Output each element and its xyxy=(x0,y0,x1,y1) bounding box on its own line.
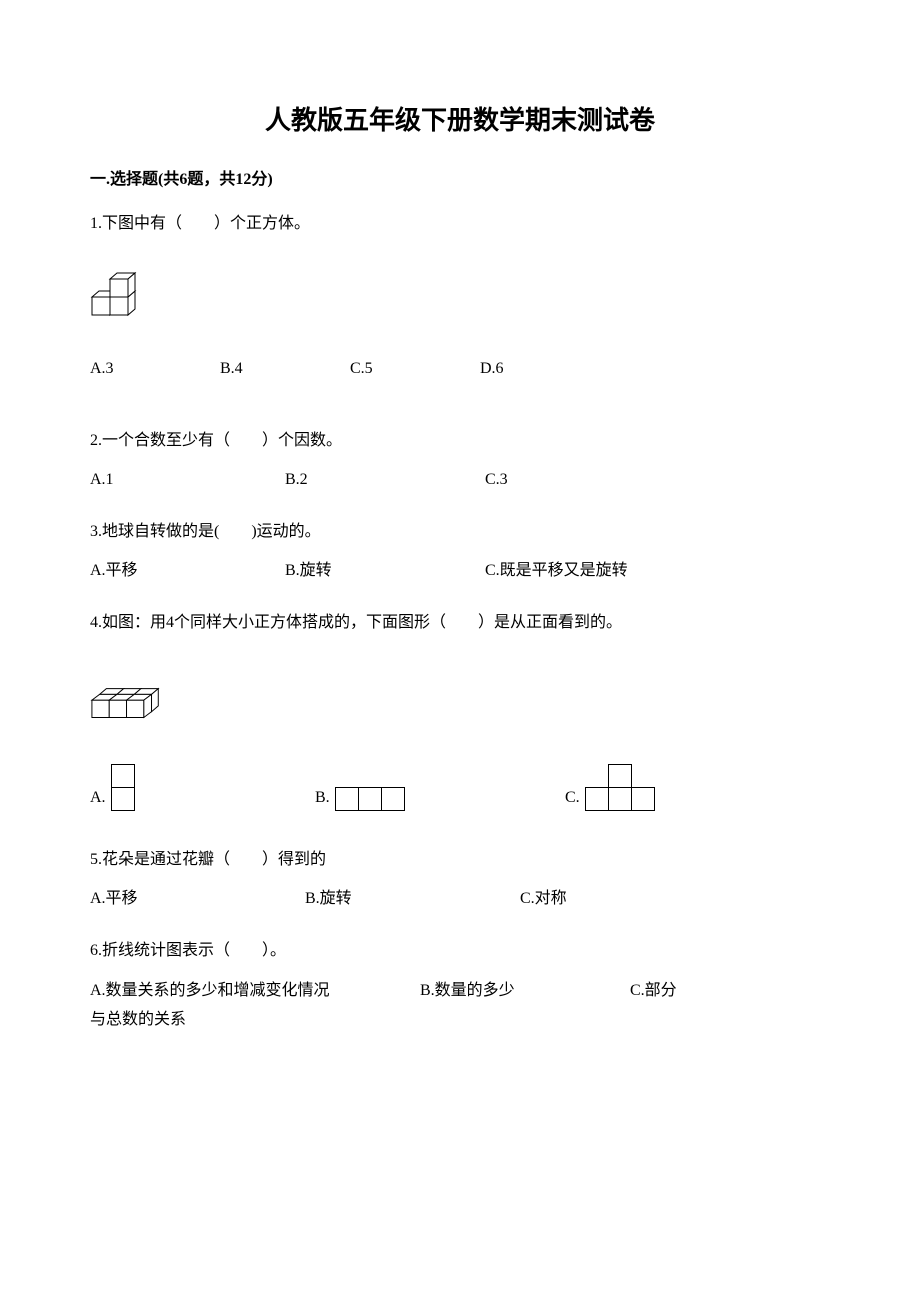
q2-options: A.1 B.2 C.3 xyxy=(90,467,830,493)
question-2: 2.一个合数至少有（ ）个因数。 A.1 B.2 C.3 xyxy=(90,428,830,493)
q6-opt-c-part2: 与总数的关系 xyxy=(90,1006,830,1035)
q6-opt-c-part1: C.部分 xyxy=(630,977,677,1006)
q3-opt-c: C.既是平移又是旋转 xyxy=(485,558,628,584)
q4-shape-b xyxy=(336,788,405,811)
q1-text: 1.下图中有（ ）个正方体。 xyxy=(90,211,830,237)
q2-opt-b: B.2 xyxy=(285,467,485,493)
question-1: 1.下图中有（ ）个正方体。 xyxy=(90,211,830,237)
q1-opt-c: C.5 xyxy=(350,360,480,378)
q4-text: 4.如图：用4个同样大小正方体搭成的，下面图形（ ）是从正面看到的。 xyxy=(90,610,830,636)
q4-figure xyxy=(90,684,830,729)
q5-opt-a: A.平移 xyxy=(90,886,305,912)
question-3: 3.地球自转做的是( )运动的。 A.平移 B.旋转 C.既是平移又是旋转 xyxy=(90,519,830,584)
cube-stack-icon xyxy=(90,267,150,317)
q6-opt-b: B.数量的多少 xyxy=(420,977,630,1006)
q4-opt-a: A. xyxy=(90,765,315,811)
q5-options: A.平移 B.旋转 C.对称 xyxy=(90,886,830,912)
page-title: 人教版五年级下册数学期末测试卷 xyxy=(90,100,830,137)
q1-opt-d: D.6 xyxy=(480,360,504,378)
q2-opt-c: C.3 xyxy=(485,467,508,493)
q5-text: 5.花朵是通过花瓣（ ）得到的 xyxy=(90,847,830,873)
q4-options: A. B. C. xyxy=(90,765,830,811)
q5-opt-b: B.旋转 xyxy=(305,886,520,912)
question-4: 4.如图：用4个同样大小正方体搭成的，下面图形（ ）是从正面看到的。 xyxy=(90,610,830,636)
q1-opt-a: A.3 xyxy=(90,360,220,378)
section-1-header: 一.选择题(共6题，共12分) xyxy=(90,165,830,189)
q3-text: 3.地球自转做的是( )运动的。 xyxy=(90,519,830,545)
q4-shape-a xyxy=(112,765,135,811)
q2-text: 2.一个合数至少有（ ）个因数。 xyxy=(90,428,830,454)
q6-opt-a: A.数量关系的多少和增减变化情况 xyxy=(90,977,420,1006)
q5-opt-c: C.对称 xyxy=(520,886,567,912)
q4-opt-c-letter: C. xyxy=(565,789,580,807)
q2-opt-a: A.1 xyxy=(90,467,285,493)
question-6: 6.折线统计图表示（ ）。 A.数量关系的多少和增减变化情况 B.数量的多少 C… xyxy=(90,938,830,1035)
q3-opt-a: A.平移 xyxy=(90,558,285,584)
q6-text: 6.折线统计图表示（ ）。 xyxy=(90,938,830,964)
q4-opt-c: C. xyxy=(565,765,655,811)
q3-options: A.平移 B.旋转 C.既是平移又是旋转 xyxy=(90,558,830,584)
q4-shape-c xyxy=(586,765,655,811)
q4-opt-b-letter: B. xyxy=(315,789,330,807)
cube-row-icon xyxy=(90,684,165,724)
q1-options: A.3 B.4 C.5 D.6 xyxy=(90,360,830,378)
q6-options: A.数量关系的多少和增减变化情况 B.数量的多少 C.部分 与总数的关系 xyxy=(90,977,830,1035)
q4-opt-a-letter: A. xyxy=(90,789,106,807)
q1-opt-b: B.4 xyxy=(220,360,350,378)
question-5: 5.花朵是通过花瓣（ ）得到的 A.平移 B.旋转 C.对称 xyxy=(90,847,830,912)
q1-figure xyxy=(90,267,830,322)
q4-opt-b: B. xyxy=(315,788,565,811)
q3-opt-b: B.旋转 xyxy=(285,558,485,584)
